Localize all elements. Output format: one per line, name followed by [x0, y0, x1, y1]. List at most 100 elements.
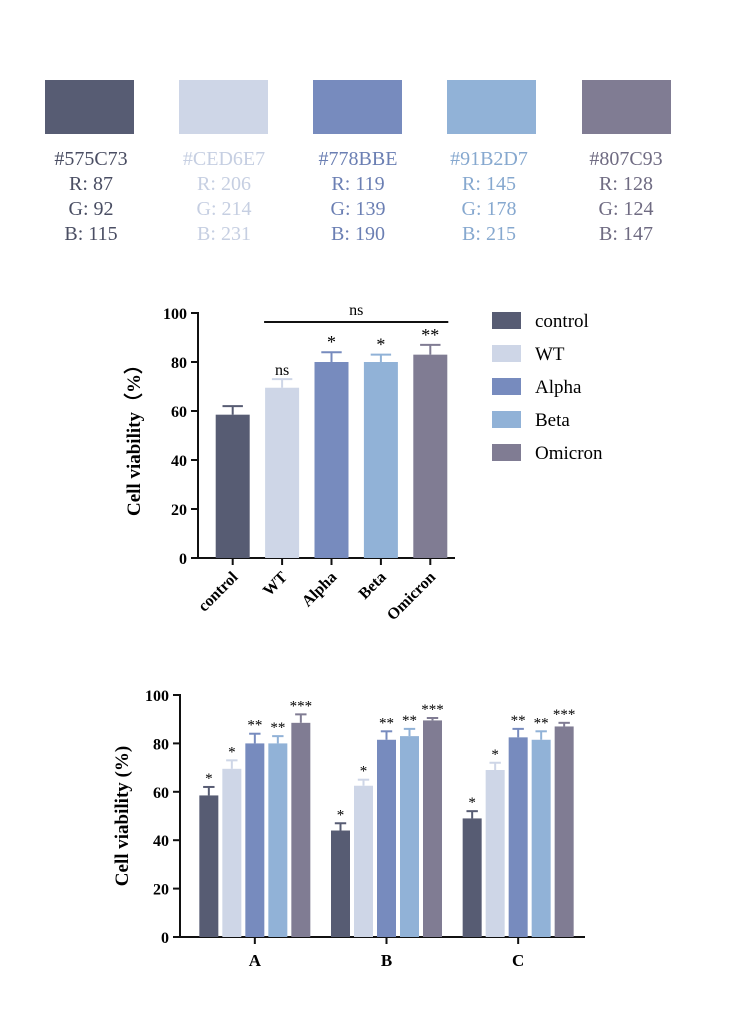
bar	[508, 737, 528, 937]
significance-label: ***	[290, 698, 313, 714]
legend-swatch	[492, 312, 521, 329]
legend-swatch	[492, 378, 521, 395]
significance-label: **	[270, 720, 285, 736]
significance-label: ns	[275, 362, 289, 379]
x-tick-label: A	[249, 951, 262, 970]
y-tick-label: 80	[153, 736, 169, 753]
y-axis-label: Cell viability (%)	[112, 746, 133, 886]
hex-code: #778BBE	[318, 148, 398, 170]
swatch-label-3: #91B2D7 R: 145 G: 178 B: 215	[409, 146, 569, 247]
red-value: R: 128	[599, 173, 653, 195]
bar	[485, 770, 505, 937]
red-value: R: 87	[69, 173, 113, 195]
blue-value: B: 231	[197, 223, 251, 245]
red-value: R: 119	[331, 173, 385, 195]
bar	[268, 743, 288, 937]
x-tick-label: B	[381, 951, 392, 970]
legend-label: Omicron	[535, 443, 603, 464]
significance-label: *	[327, 332, 336, 352]
chart-variant-viability: 0 20 40 60 80 100 Cell viability（%） control ns WT…	[122, 302, 603, 624]
red-value: R: 145	[462, 173, 516, 195]
significance-label: *	[376, 335, 385, 355]
bar	[291, 722, 311, 937]
significance-label: *	[205, 771, 213, 787]
red-value: R: 206	[197, 173, 251, 195]
bar	[222, 768, 242, 937]
significance-label: ***	[421, 702, 444, 718]
legend-label: Beta	[535, 410, 570, 431]
y-tick-label: 80	[171, 355, 187, 372]
green-value: G: 214	[196, 198, 252, 220]
bar	[245, 743, 265, 937]
swatch-label-4: #807C93 R: 128 G: 124 B: 147	[546, 146, 706, 247]
hex-code: #91B2D7	[450, 148, 528, 170]
significance-label: **	[511, 713, 526, 729]
x-tick-label: WT	[260, 569, 291, 600]
significance-label: **	[247, 718, 262, 734]
bar	[314, 362, 349, 558]
bar	[363, 362, 398, 558]
bar	[413, 354, 448, 558]
significance-label: **	[534, 715, 549, 731]
bar	[531, 739, 551, 937]
x-tick-label: Omicron	[384, 569, 439, 624]
blue-value: B: 147	[599, 223, 653, 245]
significance-label: *	[468, 795, 476, 811]
significance-label: *	[337, 807, 345, 823]
y-axis-label: Cell viability（%）	[122, 355, 145, 516]
y-tick-label: 20	[153, 882, 169, 899]
swatch-label-2: #778BBE R: 119 G: 139 B: 190	[278, 146, 438, 247]
hex-code: #575C73	[54, 148, 128, 170]
legend-swatch	[492, 345, 521, 362]
blue-value: B: 190	[331, 223, 385, 245]
y-tick-label: 100	[163, 306, 187, 323]
swatch-3	[447, 80, 536, 134]
blue-value: B: 115	[64, 223, 118, 245]
green-value: G: 124	[598, 198, 654, 220]
y-tick-label: 40	[153, 833, 169, 850]
bar	[199, 795, 219, 937]
x-tick-label: control	[195, 568, 242, 615]
x-tick-label: Alpha	[299, 569, 341, 611]
legend-swatch	[492, 411, 521, 428]
legend-label: WT	[535, 344, 565, 365]
hex-code: #CED6E7	[182, 148, 266, 170]
significance-label: **	[402, 713, 417, 729]
legend-swatch	[492, 444, 521, 461]
y-tick-label: 0	[161, 930, 169, 947]
significance-label: **	[379, 715, 394, 731]
blue-value: B: 215	[462, 223, 516, 245]
bar	[215, 414, 250, 558]
bar	[331, 830, 350, 937]
y-tick-label: 0	[179, 551, 187, 568]
swatch-label-0: #575C73 R: 87 G: 92 B: 115	[11, 146, 171, 247]
significance-label: *	[360, 764, 368, 780]
significance-label: *	[491, 747, 499, 763]
bar	[377, 739, 396, 937]
green-value: G: 92	[68, 198, 114, 220]
green-value: G: 139	[330, 198, 386, 220]
swatch-2	[313, 80, 402, 134]
y-tick-label: 100	[145, 688, 169, 705]
hex-code: #807C93	[589, 148, 663, 170]
swatch-1	[179, 80, 268, 134]
color-palette: #575C73 R: 87 G: 92 B: 115 #CED6E7 R: 20…	[0, 0, 741, 260]
legend-label: Alpha	[535, 377, 582, 398]
bracket-label: ns	[349, 302, 363, 319]
y-tick-label: 20	[171, 502, 187, 519]
bar	[354, 785, 373, 937]
legend-label: control	[535, 311, 589, 332]
green-value: G: 178	[461, 198, 517, 220]
bar	[462, 818, 482, 937]
bar	[265, 387, 300, 558]
bar	[400, 736, 419, 937]
significance-label: *	[228, 744, 236, 760]
x-tick-label: C	[512, 951, 524, 970]
bar	[423, 720, 442, 937]
swatch-0	[45, 80, 134, 134]
x-tick-label: Beta	[356, 569, 390, 603]
bar	[554, 726, 574, 937]
significance-label: ***	[553, 707, 576, 723]
y-tick-label: 60	[171, 404, 187, 421]
